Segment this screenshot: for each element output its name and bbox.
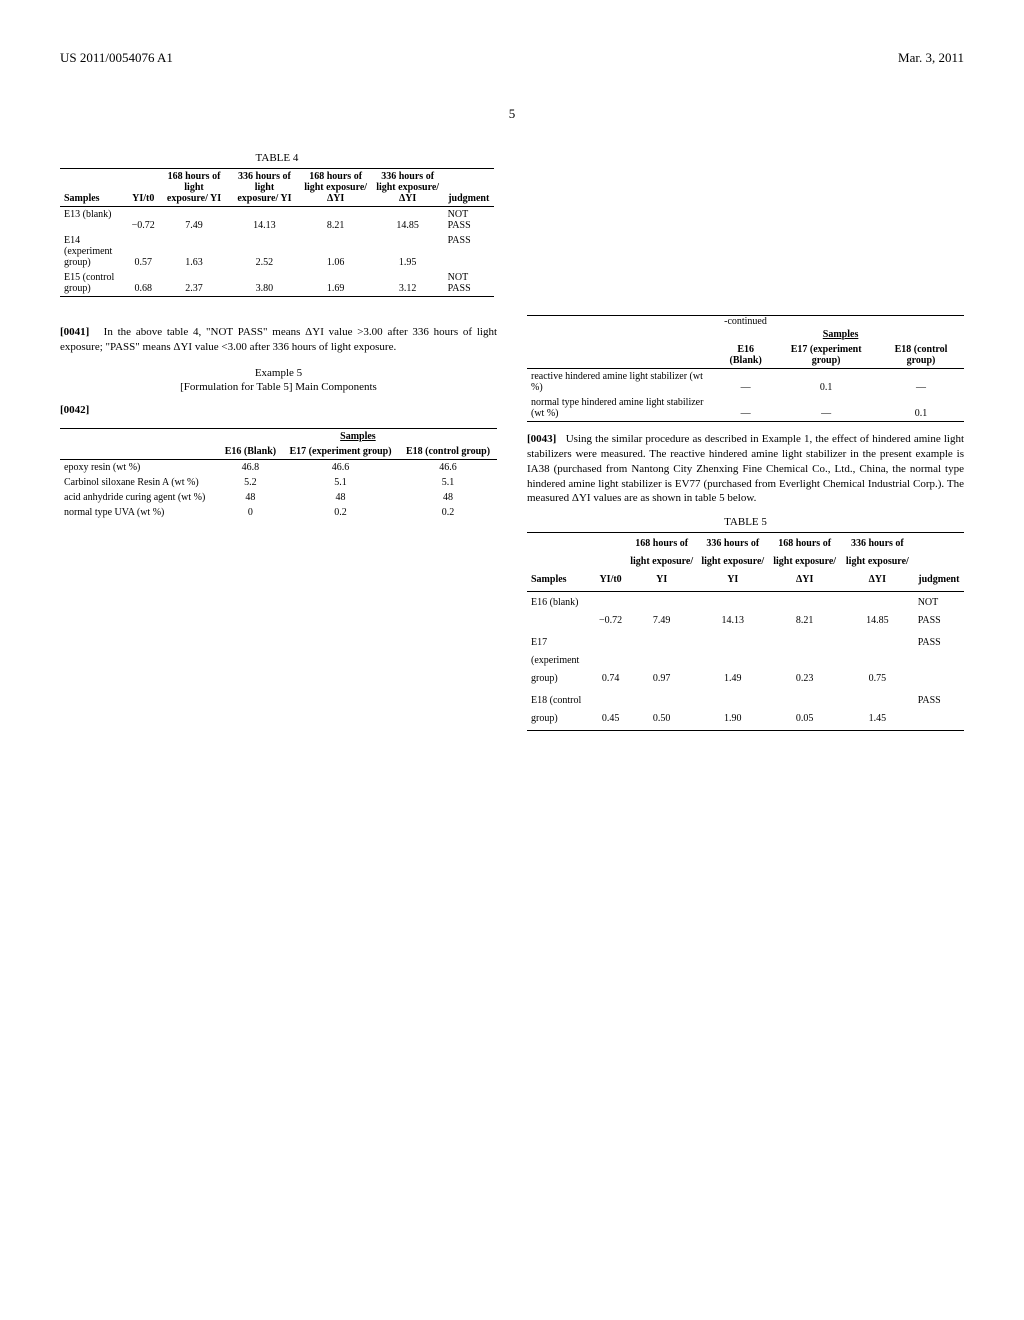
table5: Samples YI/t0 168 hours of light exposur…	[527, 532, 964, 731]
table4-col1: YI/t0	[128, 169, 159, 207]
table-row: E13 (blank)	[60, 207, 128, 234]
table5-col4: 168 hours of light exposure/ ΔYI	[768, 533, 841, 592]
publication-date: Mar. 3, 2011	[898, 50, 964, 66]
table5-col6: judgment	[914, 533, 964, 592]
table4-col3: 336 hours of light exposure/ YI	[229, 169, 299, 207]
table-row: E14 (experiment group)	[60, 233, 128, 270]
page-header: US 2011/0054076 A1 Mar. 3, 2011	[60, 50, 964, 66]
table-row: E16 (blank)	[527, 592, 595, 633]
table5-col0: Samples	[527, 533, 595, 592]
table4: Samples YI/t0 168 hours of light exposur…	[60, 168, 494, 297]
samples-header: Samples	[219, 428, 497, 444]
table4-col0: Samples	[60, 169, 128, 207]
f5a-col2: E18 (control group)	[399, 444, 497, 460]
table-row: epoxy resin (wt %)	[60, 459, 219, 475]
paragraph-0043: [0043] Using the similar procedure as de…	[527, 432, 964, 506]
table-row: reactive hindered amine light stabilizer…	[527, 369, 717, 396]
formulation5-table-a: Samples E16 (Blank) E17 (experiment grou…	[60, 428, 497, 520]
table-row: Carbinol siloxane Resin A (wt %)	[60, 475, 219, 490]
right-column: -continued Samples E16 (Blank) E17 (expe…	[527, 315, 964, 731]
table-row: E18 (control group)	[527, 690, 595, 731]
table5-col2: 168 hours of light exposure/ YI	[626, 533, 697, 592]
table-row: E17 (experiment group)	[527, 632, 595, 690]
para-text: Using the similar procedure as described…	[527, 433, 964, 504]
table-row: E15 (control group)	[60, 270, 128, 297]
samples-header: Samples	[717, 327, 964, 342]
f5a-col0: E16 (Blank)	[219, 444, 282, 460]
formulation5-table-b: Samples E16 (Blank) E17 (experiment grou…	[527, 327, 964, 422]
table4-col4: 168 hours of light exposure/ ΔYI	[300, 169, 372, 207]
left-column: [0041] In the above table 4, "NOT PASS" …	[60, 315, 497, 731]
f5a-col1: E17 (experiment group)	[282, 444, 399, 460]
table5-col3: 336 hours of light exposure/ YI	[697, 533, 768, 592]
para-num: [0042]	[60, 404, 89, 416]
example5-sub: [Formulation for Table 5] Main Component…	[60, 381, 497, 393]
table4-title: TABLE 4	[60, 152, 494, 164]
table5-title: TABLE 5	[527, 516, 964, 528]
f5b-col2: E18 (control group)	[878, 342, 964, 369]
para-num: [0041]	[60, 326, 89, 338]
f5b-col0: E16 (Blank)	[717, 342, 774, 369]
para-text: In the above table 4, "NOT PASS" means Δ…	[60, 326, 497, 353]
paragraph-0041: [0041] In the above table 4, "NOT PASS" …	[60, 325, 497, 355]
table5-col1: YI/t0	[595, 533, 626, 592]
example5-title: Example 5	[60, 367, 497, 379]
publication-number: US 2011/0054076 A1	[60, 50, 173, 66]
table4-col5: 336 hours of light exposure/ ΔYI	[372, 169, 444, 207]
paragraph-0042: [0042]	[60, 403, 497, 418]
f5b-col1: E17 (experiment group)	[774, 342, 878, 369]
table5-col5: 336 hours of light exposure/ ΔYI	[841, 533, 914, 592]
table4-col6: judgment	[444, 169, 494, 207]
table4-col2: 168 hours of light exposure/ YI	[159, 169, 229, 207]
table-row: normal type UVA (wt %)	[60, 505, 219, 520]
page-number: 5	[60, 106, 964, 122]
para-num: [0043]	[527, 433, 556, 445]
table-row: acid anhydride curing agent (wt %)	[60, 490, 219, 505]
continued-label: -continued	[527, 315, 964, 327]
table-row: normal type hindered amine light stabili…	[527, 395, 717, 422]
